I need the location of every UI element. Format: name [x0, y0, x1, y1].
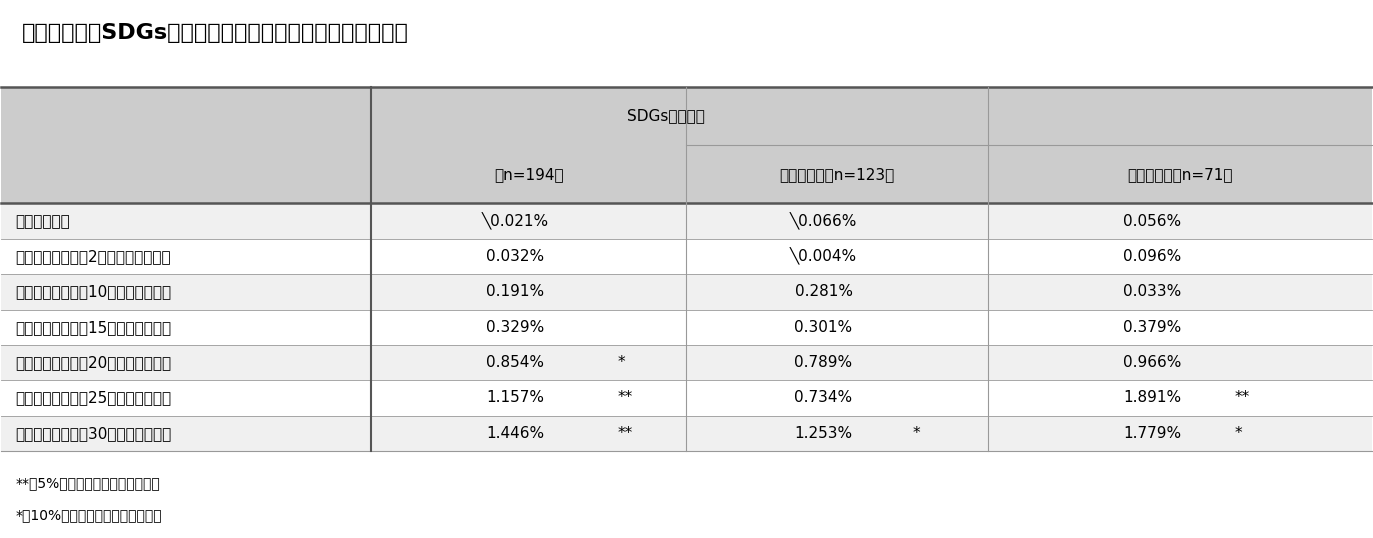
Text: 0.033%: 0.033% — [1123, 285, 1182, 299]
Text: うち融資　（n=71）: うち融資 （n=71） — [1127, 167, 1233, 182]
Text: **: ** — [1234, 391, 1249, 406]
Bar — [686, 345, 989, 380]
Text: 》図表７》　SDGs関連債務による資金調達後の株価の反応: 》図表７》 SDGs関連債務による資金調達後の株価の反応 — [22, 23, 409, 43]
Text: 公表翔営業日から15営業日（累計）: 公表翔営業日から15営業日（累計） — [15, 320, 172, 335]
Text: 1.891%: 1.891% — [1123, 391, 1181, 406]
Text: 1.446%: 1.446% — [486, 426, 544, 441]
Bar — [1, 416, 371, 451]
Text: 0.789%: 0.789% — [795, 355, 853, 370]
Text: 公表翔営業日から2営業日　（累計）: 公表翔営業日から2営業日 （累計） — [15, 249, 170, 264]
Bar — [371, 309, 686, 345]
Bar — [1, 380, 371, 416]
Text: 公表翔営業日から25営業日（累計）: 公表翔営業日から25営業日（累計） — [15, 391, 172, 406]
Text: 公表翔営業日から10営業日（累計）: 公表翔営業日から10営業日（累計） — [15, 285, 172, 299]
Text: うち債券　（n=123）: うち債券 （n=123） — [780, 167, 895, 182]
Text: 0.379%: 0.379% — [1123, 320, 1182, 335]
Bar — [989, 309, 1372, 345]
Text: SDGs関連債務: SDGs関連債務 — [627, 109, 704, 124]
Bar — [1, 239, 371, 274]
Text: 1.779%: 1.779% — [1123, 426, 1181, 441]
Bar — [371, 203, 686, 239]
Bar — [1, 345, 371, 380]
Bar — [371, 239, 686, 274]
Text: ╲0.004%: ╲0.004% — [789, 248, 857, 265]
Bar — [1, 309, 371, 345]
Bar — [1, 87, 1372, 145]
Bar — [1, 203, 371, 239]
Text: 0.191%: 0.191% — [486, 285, 544, 299]
Text: *　10%水準で統計的に有意である: * 10%水準で統計的に有意である — [15, 508, 162, 522]
Text: 1.253%: 1.253% — [795, 426, 853, 441]
Bar — [686, 203, 989, 239]
Text: ╲0.066%: ╲0.066% — [789, 213, 857, 230]
Bar — [989, 145, 1372, 203]
Text: 0.854%: 0.854% — [486, 355, 544, 370]
Text: 0.032%: 0.032% — [486, 249, 544, 264]
Bar — [1, 274, 371, 309]
Bar — [989, 345, 1372, 380]
Text: 公表翔営業日から30営業日（累計）: 公表翔営業日から30営業日（累計） — [15, 426, 172, 441]
Text: *: * — [618, 355, 626, 370]
Text: 0.096%: 0.096% — [1123, 249, 1182, 264]
Bar — [989, 380, 1372, 416]
Bar — [1, 145, 371, 203]
Text: **: ** — [618, 391, 633, 406]
Text: 公表翔営業日から20営業日（累計）: 公表翔営業日から20営業日（累計） — [15, 355, 172, 370]
Text: 0.281%: 0.281% — [795, 285, 853, 299]
Bar — [686, 239, 989, 274]
Bar — [371, 416, 686, 451]
Bar — [989, 274, 1372, 309]
Text: （n=194）: （n=194） — [494, 167, 564, 182]
Text: 0.329%: 0.329% — [486, 320, 544, 335]
Text: *: * — [1234, 426, 1243, 441]
Text: **　5%水準で統計的に有意である: ** 5%水準で統計的に有意である — [15, 476, 159, 490]
Text: 1.157%: 1.157% — [486, 391, 544, 406]
Bar — [371, 274, 686, 309]
Bar — [686, 309, 989, 345]
Text: 0.734%: 0.734% — [795, 391, 853, 406]
Bar — [686, 145, 989, 203]
Bar — [686, 380, 989, 416]
Text: 公表翔営業日: 公表翔営業日 — [15, 214, 70, 229]
Bar — [686, 416, 989, 451]
Text: ╲0.021%: ╲0.021% — [482, 213, 549, 230]
Text: **: ** — [618, 426, 633, 441]
Text: 0.966%: 0.966% — [1123, 355, 1182, 370]
Bar — [371, 145, 686, 203]
Bar — [989, 239, 1372, 274]
Bar — [989, 416, 1372, 451]
Text: 0.056%: 0.056% — [1123, 214, 1181, 229]
Bar — [371, 380, 686, 416]
Bar — [686, 274, 989, 309]
Text: *: * — [913, 426, 920, 441]
Text: 0.301%: 0.301% — [795, 320, 853, 335]
Bar — [371, 345, 686, 380]
Bar — [989, 203, 1372, 239]
